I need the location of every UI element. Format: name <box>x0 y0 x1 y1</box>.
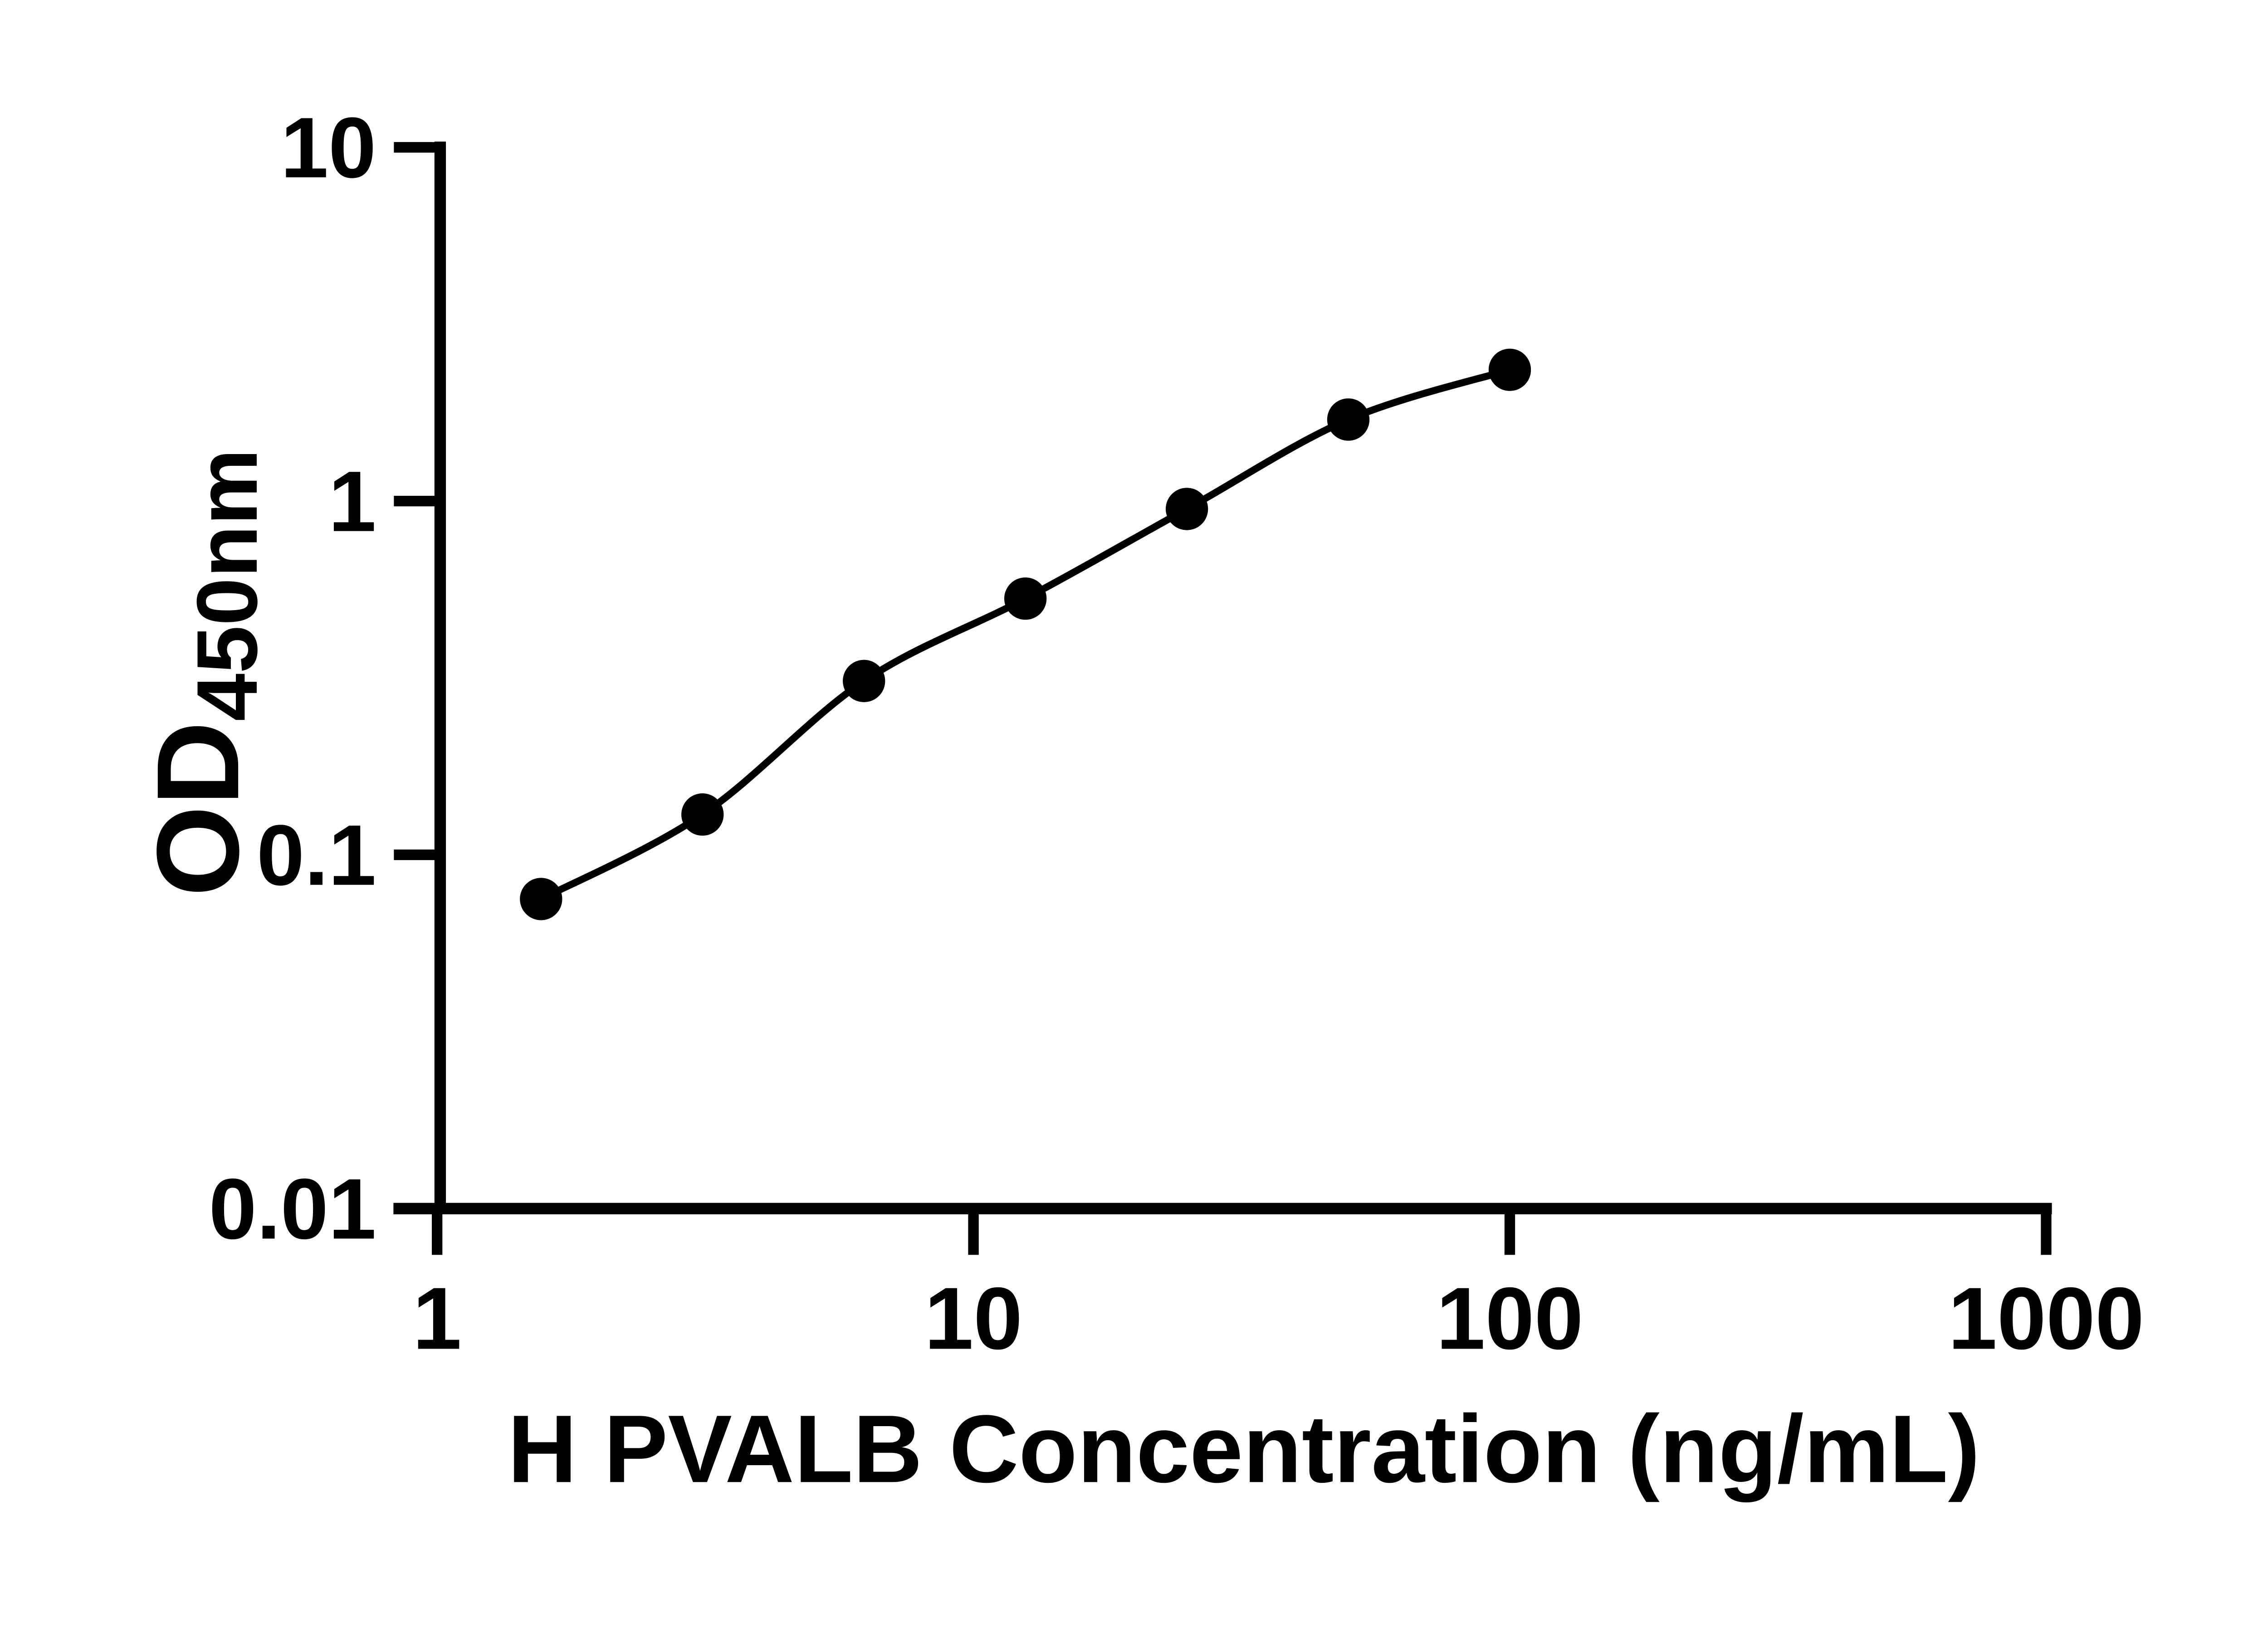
data-point-marker <box>1327 398 1370 441</box>
data-point-marker <box>1004 577 1047 620</box>
y-tick-label: 10 <box>281 100 376 196</box>
chart-canvas: 10 1 0.1 0.01 1 10 100 1000 H PVALB Concentrati… <box>0 0 2268 1588</box>
elisa-standard-curve-chart: 10 1 0.1 0.01 1 10 100 1000 H PVALB Concentrati… <box>0 0 2268 1588</box>
data-point-marker <box>520 878 562 920</box>
y-axis-title-subscript: 450nm <box>179 449 275 721</box>
y-tick-label: 1 <box>328 454 376 550</box>
y-axis-title: OD450nm <box>132 449 275 896</box>
x-tick-label: 100 <box>1436 1270 1583 1368</box>
y-tick-label: 0.01 <box>209 1161 376 1257</box>
x-axis-title: H PVALB Concentration (ng/mL) <box>508 1395 1980 1502</box>
data-point-marker <box>1488 348 1531 391</box>
x-tick-label: 10 <box>924 1270 1022 1368</box>
data-point-marker <box>681 793 724 836</box>
data-points <box>520 348 1531 920</box>
y-axis-title-main: OD <box>132 721 263 897</box>
y-tick-label: 0.1 <box>257 807 376 904</box>
chart-background <box>0 0 2268 1588</box>
data-point-marker <box>843 660 885 702</box>
x-tick-label: 1 <box>413 1270 462 1368</box>
data-point-marker <box>1165 488 1208 530</box>
axes <box>393 142 2052 1214</box>
axis-ticks <box>394 142 2052 1255</box>
axis-tick-labels: 10 1 0.1 0.01 1 10 100 1000 <box>209 100 2144 1368</box>
x-tick-label: 1000 <box>1948 1270 2145 1368</box>
